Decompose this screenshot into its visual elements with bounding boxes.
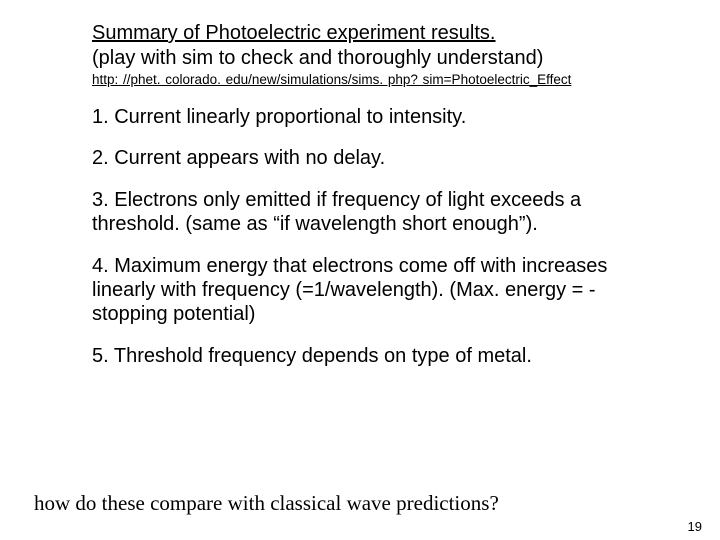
point-3: 3. Electrons only emitted if frequency o…	[92, 188, 628, 237]
point-1: 1. Current linearly proportional to inte…	[92, 105, 628, 129]
point-2: 2. Current appears with no delay.	[92, 146, 628, 170]
slide: Summary of Photoelectric experiment resu…	[0, 0, 720, 540]
sim-link[interactable]: http: //phet. colorado. edu/new/simulati…	[92, 72, 628, 87]
point-5: 5. Threshold frequency depends on type o…	[92, 344, 628, 368]
comparison-question: how do these compare with classical wave…	[34, 491, 700, 516]
point-4: 4. Maximum energy that electrons come of…	[92, 254, 628, 327]
slide-subtitle: (play with sim to check and thoroughly u…	[92, 47, 628, 70]
page-number: 19	[688, 519, 702, 534]
slide-title: Summary of Photoelectric experiment resu…	[92, 22, 628, 45]
